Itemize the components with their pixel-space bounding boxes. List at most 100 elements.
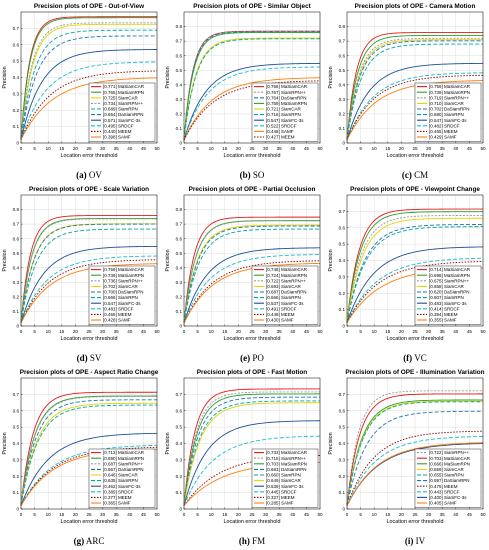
legend-entry: [0.771] MaSiamCAR <box>103 84 145 89</box>
x-tick-label: 35 <box>440 146 446 151</box>
series-line <box>183 391 320 506</box>
x-tick-label: 45 <box>141 329 147 334</box>
y-tick-label: 0.5 <box>339 68 346 73</box>
x-tick-label: 30 <box>100 329 106 334</box>
x-tick-label: 0 <box>346 329 349 334</box>
y-tick-label: 0.3 <box>339 97 346 102</box>
legend-entry: [0.689] SiamRPN <box>103 107 138 112</box>
y-tick-label: 0 <box>179 507 182 512</box>
y-tick-label: 0.7 <box>13 26 20 31</box>
series-line <box>183 32 320 141</box>
panel-caption: (b) SO <box>240 170 265 180</box>
x-tick-label: 0 <box>346 512 349 517</box>
x-tick-label: 25 <box>86 329 92 334</box>
x-tick-label: 40 <box>453 512 459 517</box>
series-line <box>183 228 320 324</box>
panel-caption: (i) IV <box>405 536 426 546</box>
panel-caption: (g) ARC <box>74 536 105 546</box>
legend-entry: [0.445] SRDCF <box>266 489 297 494</box>
series-line <box>346 43 483 141</box>
caption-label: PO <box>252 353 264 363</box>
y-tick-label: 0.1 <box>339 126 346 131</box>
legend-entry: [0.597] DaSiamRPN <box>429 478 470 483</box>
caption-letter: (i) <box>405 536 414 546</box>
y-tick-label: 0.6 <box>13 408 20 413</box>
legend-entry: [0.482] SRDCF <box>429 123 460 128</box>
x-tick-label: 40 <box>127 512 133 517</box>
legend-entry: [0.547] SiamFC-3s <box>429 118 467 123</box>
y-tick-label: 0.7 <box>176 392 183 397</box>
y-tick-label: 0 <box>342 507 345 512</box>
legend-entry: [0.702] DaSiamRPN <box>429 107 470 112</box>
x-tick-label: 20 <box>399 146 405 151</box>
x-tick-label: 40 <box>127 146 133 151</box>
caption-letter: (b) <box>240 170 251 180</box>
y-tick-label: 0.3 <box>13 280 20 285</box>
legend-entry: [0.734] SiamRPN++ <box>103 101 143 106</box>
x-tick-label: 20 <box>236 146 242 151</box>
series-line <box>346 390 483 506</box>
legend-entry: [0.736] SiamRPN++ <box>103 278 143 283</box>
x-tick-label: 15 <box>385 329 391 334</box>
x-tick-label: 25 <box>86 512 92 517</box>
legend-entry: [0.475] MEEM <box>429 484 458 489</box>
x-tick-label: 10 <box>46 329 52 334</box>
legend-entry: [0.491] SRDCF <box>266 306 297 311</box>
plot-frame <box>20 11 158 144</box>
series-line <box>183 247 321 324</box>
x-tick-label: 40 <box>290 146 296 151</box>
x-axis-label: Location error threshold <box>61 336 118 342</box>
precision-plot: Precision plots of OPE - Aspect Ratio Ch… <box>2 369 160 546</box>
x-axis-label: Location error threshold <box>387 336 444 342</box>
chart-title: Precision plots of OPE - Fast Motion <box>197 369 308 376</box>
x-tick-label: 50 <box>154 146 160 151</box>
chart-panel: Precision plots of OPE - Illumination Va… <box>326 366 489 549</box>
y-tick-label: 0.1 <box>176 309 183 314</box>
x-tick-label: 45 <box>467 512 473 517</box>
legend-entry: [0.759] MaSiamCAR <box>429 84 471 89</box>
y-tick-label: 0 <box>16 507 19 512</box>
series-line <box>183 37 320 141</box>
legend-entry: [0.725] SiamCAR <box>103 95 139 100</box>
y-tick-label: 0.4 <box>339 82 346 87</box>
caption-letter: (h) <box>239 536 250 546</box>
legend-entry: [0.414] SRDCF <box>429 306 460 311</box>
x-tick-label: 40 <box>453 146 459 151</box>
legend-entry: [0.571] SiamFC-3s <box>103 118 141 123</box>
caption-label: FM <box>252 536 265 546</box>
y-tick-label: 0.2 <box>339 111 346 116</box>
caption-label: ARC <box>86 536 105 546</box>
series-line <box>346 436 484 506</box>
series-line <box>20 17 157 140</box>
y-tick-label: 0.5 <box>339 242 346 247</box>
y-tick-label: 0.3 <box>176 97 183 102</box>
legend-entry: [0.687] SiamRPN++ <box>103 461 143 466</box>
series-line <box>346 257 484 323</box>
series-line <box>346 72 484 141</box>
y-tick-label: 0.8 <box>176 207 183 212</box>
x-tick-label: 5 <box>196 329 199 334</box>
series-line <box>183 225 320 324</box>
series-line <box>183 77 321 141</box>
series-line <box>20 245 158 324</box>
legend-entry: [0.455] MEEM <box>103 312 132 317</box>
series-line <box>346 62 484 141</box>
x-tick-label: 50 <box>317 329 323 334</box>
x-tick-label: 0 <box>20 512 23 517</box>
legend-entry: [0.427] MEEM <box>266 135 295 140</box>
legend-entry: [0.389] SRDCF <box>103 489 134 494</box>
x-tick-label: 20 <box>399 512 405 517</box>
legend-entry: [0.658] SiamCAR <box>429 284 465 289</box>
x-tick-label: 5 <box>33 512 36 517</box>
chart-title: Precision plots of OPE - Viewpoint Chang… <box>350 186 480 193</box>
legend-entry: [0.547] SiamFC-3s <box>103 301 141 306</box>
y-tick-label: 0.1 <box>13 124 20 129</box>
y-axis-label: Precision <box>165 249 171 271</box>
legend-entry: [0.443] SRDCF <box>429 489 460 494</box>
legend-entry: [0.739] MaSiamRPN <box>103 273 144 278</box>
y-tick-label: 0.4 <box>13 265 20 270</box>
series-line <box>183 254 321 324</box>
y-tick-label: 0.5 <box>13 251 20 256</box>
series-line <box>20 259 158 324</box>
x-tick-label: 25 <box>249 329 255 334</box>
